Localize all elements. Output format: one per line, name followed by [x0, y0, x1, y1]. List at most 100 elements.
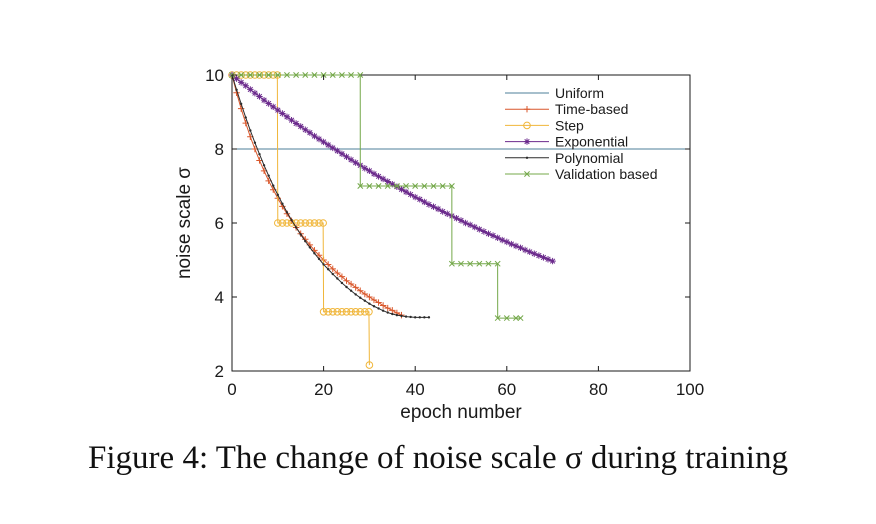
series-marker	[375, 183, 382, 189]
series-marker	[293, 72, 300, 78]
x-tick-label: 60	[497, 380, 516, 399]
series-marker	[366, 167, 373, 175]
series-marker	[278, 219, 287, 227]
series-marker	[389, 307, 396, 314]
series-marker	[512, 242, 520, 250]
series-marker	[499, 236, 506, 244]
series-marker	[384, 304, 391, 312]
series-marker	[338, 72, 345, 78]
series-marker	[322, 263, 325, 266]
series-marker	[336, 277, 339, 280]
series-marker	[523, 121, 531, 130]
series-marker	[272, 184, 275, 187]
series-marker	[304, 239, 307, 243]
series-marker	[292, 120, 300, 127]
series-marker	[366, 183, 373, 189]
legend-entry: Step	[505, 117, 584, 133]
series-marker	[549, 257, 556, 265]
series-marker	[311, 132, 318, 140]
series-marker	[457, 217, 465, 224]
series-marker	[347, 156, 355, 163]
series-marker	[363, 299, 367, 302]
series-marker	[462, 219, 469, 227]
series-marker	[494, 234, 501, 241]
series-marker	[338, 150, 346, 158]
series-marker	[237, 79, 245, 86]
series-marker	[253, 141, 257, 144]
series-marker	[324, 141, 332, 149]
series-marker	[393, 183, 400, 189]
series-marker	[343, 277, 350, 284]
series-marker	[361, 308, 369, 316]
series-marker	[398, 186, 405, 193]
series-marker	[379, 302, 387, 309]
series-marker	[354, 293, 357, 296]
series-marker	[352, 284, 359, 291]
series-line	[231, 74, 553, 262]
series-marker	[343, 153, 350, 160]
series-marker	[370, 296, 378, 304]
series-marker	[283, 219, 291, 227]
series-marker	[315, 251, 323, 259]
series-marker	[290, 218, 293, 222]
series-marker	[494, 315, 501, 322]
series-marker	[540, 254, 547, 261]
series-marker	[384, 183, 391, 189]
series-time-based	[228, 71, 405, 319]
series-marker	[274, 219, 282, 227]
series-marker	[308, 246, 312, 249]
series-line	[231, 74, 429, 318]
series-marker	[319, 219, 327, 227]
series-marker	[296, 219, 305, 227]
series-marker	[338, 308, 346, 316]
series-marker	[379, 175, 387, 183]
series-marker	[285, 211, 289, 214]
series-marker	[402, 188, 410, 196]
series-marker	[476, 226, 483, 233]
series-marker	[526, 248, 533, 256]
series-marker	[416, 196, 423, 203]
legend: UniformTime-basedStepExponentialPolynomi…	[505, 85, 657, 182]
series-marker	[523, 138, 531, 145]
series-marker	[423, 316, 426, 319]
series-marker	[284, 72, 290, 78]
series-marker	[352, 159, 359, 166]
series-marker	[274, 106, 281, 114]
series-marker	[421, 198, 428, 206]
series-marker	[239, 102, 243, 106]
y-tick-label: 4	[215, 288, 224, 307]
series-marker	[351, 308, 360, 316]
series-marker	[427, 316, 431, 319]
series-marker	[235, 88, 238, 92]
series-marker	[389, 180, 396, 188]
series-marker	[274, 72, 281, 78]
series-marker	[439, 183, 446, 189]
y-tick-label: 2	[215, 362, 224, 381]
series-marker	[294, 226, 298, 229]
series-marker	[338, 273, 346, 280]
x-tick-label: 40	[406, 380, 425, 399]
series-marker	[467, 260, 474, 267]
series-marker	[425, 201, 433, 208]
series-marker	[485, 230, 492, 237]
series-marker	[430, 203, 437, 210]
series-marker	[262, 164, 266, 167]
series-marker	[418, 316, 421, 319]
series-marker	[288, 116, 295, 124]
legend-label: Time-based	[555, 101, 628, 117]
x-tick-label: 80	[589, 380, 608, 399]
series-marker	[444, 210, 451, 217]
series-marker	[361, 165, 369, 172]
y-tick-label: 6	[215, 214, 224, 233]
series-marker	[361, 290, 369, 298]
series-marker	[544, 256, 552, 263]
series-marker	[345, 285, 348, 289]
series-marker	[356, 308, 365, 316]
series-marker	[299, 233, 302, 236]
series-marker	[328, 308, 337, 316]
series-marker	[365, 308, 373, 316]
series-marker	[503, 315, 510, 322]
series-marker	[476, 260, 483, 267]
series-marker	[340, 281, 344, 285]
